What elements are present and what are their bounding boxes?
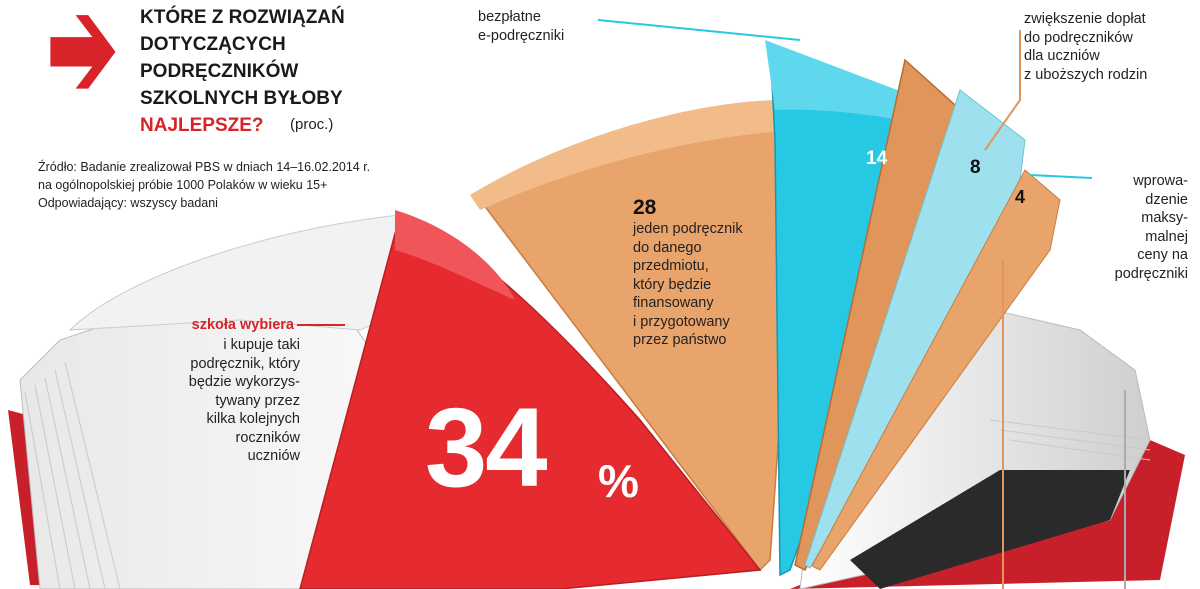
leader-bezplatne: [597, 19, 801, 41]
label-line: ceny na: [1137, 247, 1188, 263]
slice-cena-edge: [811, 169, 1061, 571]
label-line: i kupuje taki: [223, 337, 300, 353]
source-line: Odpowiadający: wszyscy badani: [38, 196, 218, 210]
label-line: roczników: [235, 429, 300, 446]
label-cena: wprowa- dzenie maksy- malnej ceny na pod…: [1098, 172, 1188, 283]
label-line: z uboższych rodzin: [1024, 66, 1148, 83]
value-label-cena: 4: [1015, 187, 1026, 207]
unit-label: (proc.): [290, 116, 334, 133]
label-jeden: jeden podręcznik do danego przedmiotu, k…: [633, 220, 743, 350]
title-line: DOTYCZĄCYCH: [140, 34, 286, 55]
label-line: podręczniki: [1114, 265, 1188, 282]
source-line: Źródło: Badanie zrealizował PBS w dniach…: [38, 160, 371, 174]
label-line: przez państwo: [633, 332, 727, 348]
label-highlight: szkoła wybiera: [191, 317, 294, 333]
label-line: podręcznik, który: [190, 355, 300, 372]
leader-cena: [1029, 174, 1093, 179]
label-line: do danego: [633, 239, 702, 256]
label-line: dla uczniów: [1024, 48, 1100, 64]
label-line: dzenie: [1145, 191, 1188, 208]
label-line: do podręczników: [1024, 29, 1133, 46]
label-line: e-podręczniki: [478, 27, 565, 44]
source-line: na ogólnopolskiej próbie 1000 Polaków w …: [38, 178, 328, 192]
label-szkola: szkoła wybiera: [168, 316, 294, 335]
page-edges-left: [24, 361, 121, 589]
label-line: który będzie: [633, 276, 712, 293]
label-line: jeden podręcznik: [633, 221, 743, 237]
source-note: Źródło: Badanie zrealizował PBS w dniach…: [38, 158, 370, 212]
title-line: PODRĘCZNIKÓW: [140, 61, 299, 82]
label-line: zwiększenie dopłat: [1024, 11, 1146, 27]
value-label-szkola: 34: [425, 385, 548, 510]
label-szkola-body: i kupuje taki podręcznik, który będzie w…: [150, 336, 300, 466]
value-label-jeden: 28: [633, 196, 657, 219]
label-line: maksy-: [1141, 210, 1188, 226]
title-line: KTÓRE Z ROZWIĄZAŃ: [140, 7, 345, 28]
label-line: bezpłatne: [478, 9, 541, 25]
value-label-doplaty: 8: [970, 157, 981, 178]
right-arrow-icon: [50, 15, 116, 89]
label-line: będzie wykorzys-: [188, 374, 300, 390]
label-line: uczniów: [247, 448, 300, 464]
title-highlight: NAJLEPSZE?: [140, 115, 264, 136]
label-line: malnej: [1145, 228, 1188, 245]
title-line: SZKOLNYCH BYŁOBY: [140, 88, 343, 109]
label-line: przedmiotu,: [633, 258, 709, 274]
slice-jeden-top: [470, 100, 800, 210]
value-label-bezplatne: 14: [866, 148, 888, 169]
label-line: kilka kolejnych: [206, 411, 301, 427]
label-line: finansowany: [633, 295, 714, 311]
label-line: wprowa-: [1133, 173, 1188, 189]
label-doplaty: zwiększenie dopłat do podręczników dla u…: [1024, 10, 1147, 84]
percent-sign: %: [598, 455, 639, 507]
book-inner-dark: [850, 470, 1130, 589]
chart-title: KTÓRE Z ROZWIĄZAŃ DOTYCZĄCYCH PODRĘCZNIK…: [140, 4, 400, 139]
slice-szkola-top: [395, 210, 515, 300]
label-bezplatne: bezpłatne e-podręczniki: [478, 8, 564, 45]
label-line: tywany przez: [215, 392, 300, 409]
leader-doplaty: [984, 30, 1021, 151]
label-line: i przygotowany: [633, 313, 730, 330]
